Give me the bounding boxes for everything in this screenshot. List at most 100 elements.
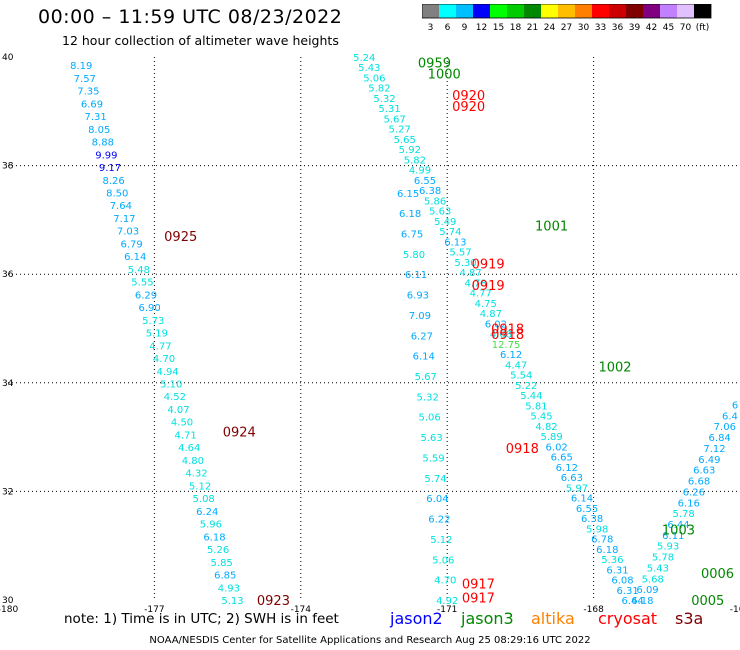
wave-height-label: 6.18 (399, 209, 421, 220)
legend-swatch (507, 4, 524, 18)
legend-label: 33 (595, 23, 606, 33)
pass-time-label: 1002 (598, 361, 631, 376)
wave-height-label: 5.97 (566, 483, 588, 494)
wave-height-label: 6.13 (444, 237, 466, 248)
wave-height-label: 5.06 (418, 413, 440, 424)
legend-label: 70 (680, 23, 692, 33)
wave-height-label: 6.55 (576, 504, 598, 515)
pass-time-label: 0920 (452, 89, 485, 104)
wave-height-label: 6.31 (616, 586, 638, 597)
wave-height-label: 5.57 (449, 248, 471, 259)
legend-label: 12 (476, 23, 487, 33)
wave-height-label: 4.77 (470, 289, 492, 300)
wave-height-label: 5.85 (211, 558, 233, 569)
wave-height-label: 5.08 (193, 494, 215, 505)
legend-swatch (422, 4, 439, 18)
wave-height-label: 6.63 (693, 466, 715, 477)
wave-height-label: 5.73 (142, 316, 164, 327)
wave-height-label: 9.99 (95, 150, 117, 161)
wave-height-label: 8.50 (106, 188, 128, 199)
wave-height-label: 5.59 (422, 453, 444, 464)
legend-label: 36 (612, 23, 624, 33)
wave-height-label: 4.64 (178, 443, 200, 454)
wave-height-label: 6.18 (596, 545, 618, 556)
legend-swatch (643, 4, 660, 18)
wave-height-label: 6.24 (196, 507, 218, 518)
wave-height-label: 5.32 (417, 392, 439, 403)
legend-label: 30 (578, 23, 590, 33)
wave-height-label: 6.14 (124, 252, 146, 263)
pass-time-label: 0918 (506, 442, 539, 457)
wave-height-label: 5.12 (430, 535, 452, 546)
wave-height-label: 4.92 (436, 596, 458, 607)
wave-height-label: 6.11 (662, 531, 684, 542)
wave-height-label: 4.07 (167, 405, 189, 416)
satellite-altika-label: altika (531, 609, 575, 628)
wave-height-label: 4.87 (480, 309, 502, 320)
pass-time-label: 0925 (164, 230, 197, 245)
legend-swatch (439, 4, 456, 18)
wave-height-label: 4.87 (459, 268, 481, 279)
wave-height-label: 4.47 (505, 360, 527, 371)
wave-height-label: 5.44 (520, 391, 542, 402)
wave-height-label: 6.09 (636, 585, 658, 596)
wave-height-label: 5.06 (363, 73, 385, 84)
pass-time-label: 0918 (491, 328, 524, 343)
wave-height-label: 5.24 (353, 53, 375, 64)
legend-swatch (660, 4, 677, 18)
wave-height-label: 5.65 (394, 135, 416, 146)
pass-time-label: 0924 (223, 426, 256, 441)
y-tick-label: 38 (2, 162, 14, 172)
wave-height-label: 7.31 (84, 112, 106, 123)
legend-label: (ft) (696, 23, 710, 33)
wave-height-label: 6.75 (401, 229, 423, 240)
legend-swatch (490, 4, 507, 18)
wave-height-label: 7.12 (703, 444, 725, 455)
wave-height-label: 6.90 (139, 303, 161, 314)
wave-height-label: 6.02 (485, 319, 507, 330)
legend-label: 21 (527, 23, 538, 33)
wave-height-label: 5.12 (189, 481, 211, 492)
x-tick-label: -168 (583, 605, 604, 615)
wave-height-label: 6.4 (722, 411, 738, 422)
wave-height-label: 6.44 (622, 596, 644, 607)
wave-height-label: 5.45 (530, 412, 552, 423)
x-tick-label: -180 (0, 605, 18, 615)
wave-height-label: 8.88 (92, 138, 114, 149)
wave-height-label: 6.79 (120, 239, 142, 250)
wave-height-label: 6.55 (414, 176, 436, 187)
wave-height-label: 4.99 (409, 166, 431, 177)
pass-time-label: 1000 (428, 67, 461, 82)
wave-height-label: 6.85 (214, 571, 236, 582)
legend-swatch (541, 4, 558, 18)
wave-height-label: 5.74 (439, 227, 461, 238)
credit-line: NOAA/NESDIS Center for Satellite Applica… (149, 635, 591, 646)
wave-height-label: 5.49 (434, 217, 456, 228)
legend-label: 18 (510, 23, 522, 33)
x-tick-label: -165 (730, 605, 740, 615)
wave-height-label: 4.82 (535, 422, 557, 433)
legend-label: 6 (445, 23, 451, 33)
wave-height-label: 6.04 (426, 494, 448, 505)
wave-height-label: 6.08 (611, 576, 633, 587)
wave-height-label: 6.68 (688, 477, 710, 488)
legend-label: 39 (629, 23, 641, 33)
wave-height-label: 5.82 (404, 155, 426, 166)
pass-time-label: 1003 (662, 523, 695, 538)
wave-height-label: 5.22 (515, 381, 537, 392)
pass-time-label: 0919 (472, 257, 505, 272)
wave-height-label: 5.96 (200, 520, 222, 531)
wave-height-label: 8.26 (102, 176, 124, 187)
legend-label: 15 (493, 23, 504, 33)
satellite-jason2-label: jason2 (390, 609, 443, 628)
legend-swatch (609, 4, 626, 18)
wave-height-label: 5.19 (146, 329, 168, 340)
legend-swatch (575, 4, 592, 18)
wave-height-label: 4.32 (185, 469, 207, 480)
wave-height-label: 6.26 (683, 487, 705, 498)
wave-height-label: 5.89 (540, 432, 562, 443)
wave-height-label: 9.17 (99, 163, 121, 174)
wave-height-label: 7.35 (77, 87, 99, 98)
wave-height-label: 8.19 (70, 61, 92, 72)
wave-height-label: 4.71 (175, 430, 197, 441)
